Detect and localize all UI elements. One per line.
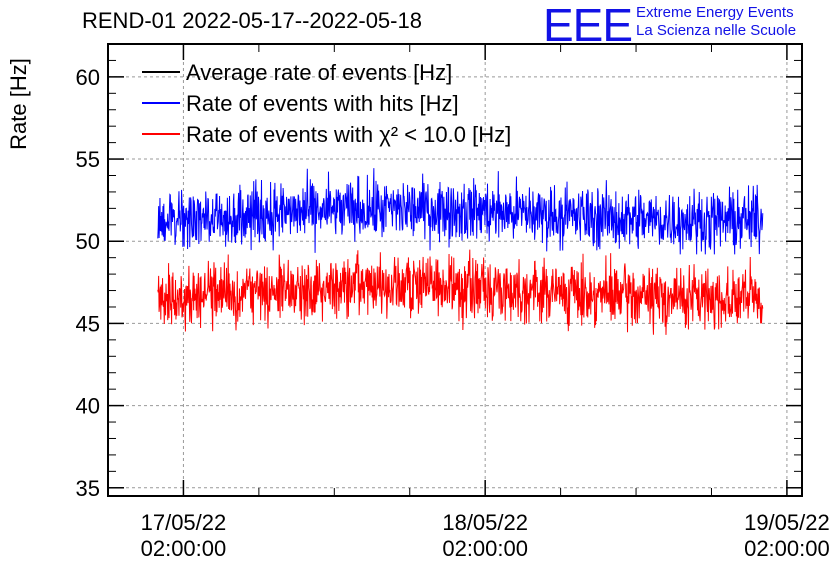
legend: Average rate of events [Hz] Rate of event…: [142, 60, 511, 147]
x-tick-time: 02:00:00: [744, 536, 830, 561]
logo-line1: Extreme Energy Events: [636, 4, 794, 21]
series-line-3: [157, 249, 764, 335]
logo-line2: La Scienza nelle Scuole: [636, 22, 797, 39]
y-tick-label: 60: [76, 65, 100, 90]
y-tick-label: 40: [76, 394, 100, 419]
x-tick-time: 02:00:00: [141, 536, 227, 561]
y-tick-label: 55: [76, 147, 100, 172]
chart-title: REND-01 2022-05-17--2022-05-18: [82, 8, 422, 33]
axes: 35404550556017/05/2202:00:0018/05/2202:0…: [76, 43, 830, 561]
series-layer: [157, 168, 764, 335]
y-tick-label: 45: [76, 311, 100, 336]
legend-label-3: Rate of events with χ² < 10.0 [Hz]: [186, 122, 511, 147]
plot-frame: [107, 43, 803, 497]
y-tick-label: 35: [76, 476, 100, 501]
legend-label-2: Rate of events with hits [Hz]: [186, 91, 459, 116]
logo-text: Extreme Energy Events La Scienza nelle S…: [636, 4, 796, 40]
y-tick-label: 50: [76, 229, 100, 254]
legend-label-1: Average rate of events [Hz]: [186, 60, 452, 85]
y-axis-label: Rate [Hz]: [6, 58, 31, 150]
eee-logo: EEE: [543, 0, 633, 51]
x-tick-date: 18/05/22: [442, 510, 528, 535]
x-tick-date: 17/05/22: [141, 510, 227, 535]
series-line-2: [157, 168, 764, 255]
x-tick-date: 19/05/22: [744, 510, 830, 535]
x-tick-time: 02:00:00: [442, 536, 528, 561]
